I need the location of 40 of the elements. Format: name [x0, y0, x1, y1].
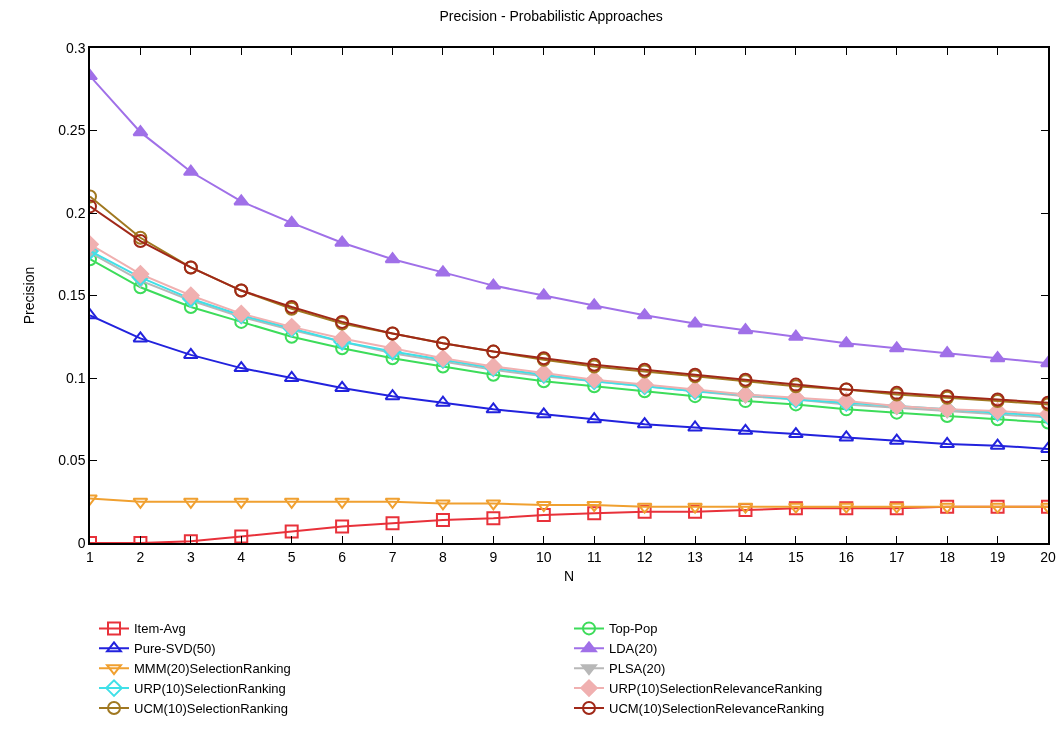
legend-label: PLSA(20) — [609, 661, 666, 677]
y-axis-title: Precision — [21, 266, 38, 325]
x-tick-label: 8 — [439, 548, 448, 565]
y-tick-label: 0.15 — [58, 287, 86, 304]
legend-label: URP(10)SelectionRelevanceRanking — [609, 681, 823, 697]
x-tick-label: 10 — [536, 548, 552, 565]
y-tick-label: 0.1 — [65, 369, 86, 386]
y-tick-label: 0.25 — [58, 122, 86, 139]
x-axis-title: N — [563, 568, 575, 585]
y-tick-label: 0.05 — [58, 452, 86, 469]
x-tick-label: 12 — [636, 548, 653, 565]
x-tick-label: 6 — [338, 548, 347, 565]
x-tick-label: 1 — [86, 548, 95, 565]
x-tick-label: 18 — [939, 548, 956, 565]
legend-label: UCM(10)SelectionRelevanceRanking — [609, 701, 825, 717]
y-tick-label: 0.3 — [65, 39, 86, 56]
x-tick-label: 11 — [586, 548, 602, 565]
x-tick-label: 5 — [287, 548, 296, 565]
legend-label: Top-Pop — [609, 621, 658, 637]
y-tick-label: 0 — [77, 534, 86, 551]
x-tick-label: 15 — [788, 548, 804, 565]
x-tick-label: 2 — [136, 548, 145, 565]
x-tick-label: 4 — [237, 548, 246, 565]
x-tick-label: 20 — [1040, 548, 1056, 565]
x-tick-label: 3 — [186, 548, 195, 565]
chart-title: Precision - Probabilistic Approaches — [439, 7, 663, 24]
legend-label: Pure-SVD(50) — [134, 641, 216, 657]
x-tick-label: 16 — [838, 548, 855, 565]
legend-label: Item-Avg — [134, 621, 186, 637]
x-tick-label: 17 — [888, 548, 905, 565]
x-tick-label: 9 — [489, 548, 498, 565]
x-tick-label: 13 — [687, 548, 704, 565]
x-tick-label: 19 — [989, 548, 1006, 565]
x-tick-label: 14 — [737, 548, 754, 565]
legend-label: LDA(20) — [609, 641, 658, 657]
y-tick-label: 0.2 — [65, 204, 86, 221]
legend-label: MMM(20)SelectionRanking — [134, 661, 291, 677]
legend-label: URP(10)SelectionRanking — [134, 681, 286, 697]
legend-label: UCM(10)SelectionRanking — [134, 701, 288, 717]
x-tick-label: 7 — [388, 548, 397, 565]
